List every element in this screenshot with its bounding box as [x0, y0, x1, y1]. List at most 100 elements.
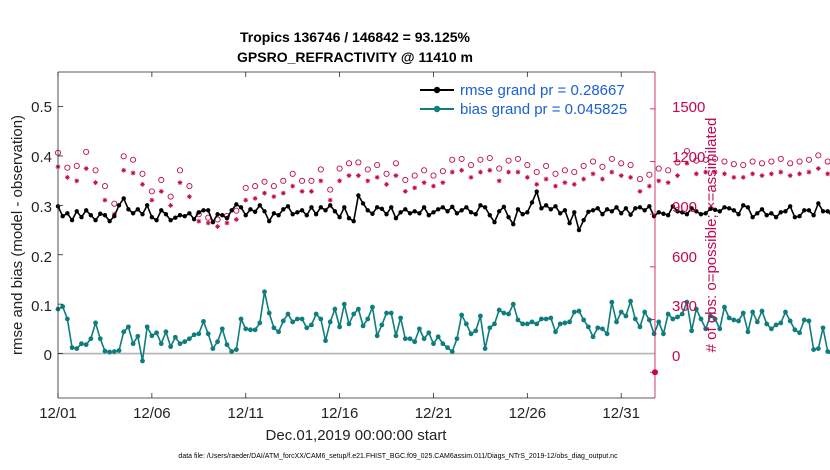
rmse-point	[238, 205, 244, 210]
rmse-point	[820, 209, 826, 214]
rmse-point	[74, 209, 79, 214]
rmse-point	[126, 207, 131, 212]
obs-assimilated-point	[365, 178, 371, 184]
rmse-point	[750, 215, 755, 220]
obs-possible-point	[139, 170, 146, 177]
obs-assimilated-point	[431, 183, 436, 189]
obs-possible-point	[411, 172, 418, 179]
rmse-point	[229, 208, 234, 213]
obs-possible-point	[768, 158, 775, 165]
bias-point	[116, 348, 122, 353]
legend-rmse-marker	[433, 86, 441, 94]
rmse-point	[708, 206, 713, 212]
rmse-point	[252, 209, 258, 214]
rmse-point	[215, 212, 220, 217]
obs-assimilated-point	[205, 220, 211, 226]
rmse-point	[792, 215, 798, 220]
obs-assimilated-point	[187, 194, 192, 200]
asterisk-glyph	[412, 185, 418, 191]
obs-assimilated-point	[121, 167, 127, 173]
obs-assimilated-point	[712, 169, 718, 175]
y2-tick-label: 1200	[672, 149, 705, 166]
bias-point	[703, 326, 709, 332]
rmse-point	[759, 207, 765, 212]
rmse-point	[755, 211, 760, 216]
obs-assimilated-point	[168, 203, 174, 208]
rmse-point	[590, 208, 596, 213]
asterisk-glyph	[440, 180, 446, 185]
bias-point	[576, 308, 582, 314]
legend-bias-label: bias grand pr = 0.045825	[460, 101, 627, 118]
obs-assimilated-point	[140, 181, 145, 187]
rmse-point	[281, 207, 286, 212]
asterisk-glyph	[431, 183, 436, 189]
asterisk-glyph	[740, 174, 746, 180]
obs-possible-point	[364, 166, 371, 173]
bias-point	[140, 358, 145, 364]
obs-assimilated-point	[628, 174, 633, 180]
obs-assimilated-point	[149, 197, 155, 203]
asterisk-glyph	[459, 167, 465, 173]
rmse-point	[764, 213, 769, 218]
obs-assimilated-point	[468, 174, 474, 180]
bias-point	[388, 310, 394, 316]
asterisk-glyph	[158, 188, 164, 194]
rmse-point	[154, 217, 159, 223]
obs-possible-point	[505, 157, 512, 164]
rmse-point	[149, 215, 155, 220]
bias-point	[445, 345, 450, 351]
asterisk-glyph	[787, 173, 793, 178]
asterisk-glyph	[562, 180, 568, 185]
rmse-point	[633, 206, 638, 211]
rmse-point	[745, 205, 751, 210]
bias-point	[520, 321, 526, 327]
bias-point	[435, 334, 441, 340]
bias-point	[693, 306, 699, 312]
x-tick-label: 12/01	[39, 405, 77, 422]
obs-possible-point	[815, 152, 822, 159]
bias-point	[642, 309, 648, 315]
rmse-point	[417, 211, 422, 216]
rmse-point	[342, 205, 347, 210]
obs-assimilated-point	[412, 185, 418, 191]
asterisk-glyph	[553, 183, 558, 189]
asterisk-glyph	[149, 197, 155, 203]
obs-possible-point	[665, 167, 672, 174]
rmse-point	[783, 209, 788, 214]
obs-assimilated-point	[158, 188, 164, 194]
asterisk-glyph	[224, 220, 230, 226]
bias-point	[88, 336, 94, 342]
rmse-point	[670, 204, 676, 209]
obs-assimilated-point	[590, 171, 596, 177]
obs-assimilated-point	[750, 171, 756, 177]
bias-point	[172, 334, 178, 340]
obs-assimilated-point	[271, 194, 277, 200]
bias-point	[313, 311, 319, 317]
asterisk-glyph	[496, 178, 502, 184]
rmse-point	[506, 215, 511, 220]
obs-assimilated-point	[600, 176, 605, 182]
rmse-point	[83, 208, 89, 213]
rmse-point	[412, 209, 417, 214]
rmse-point	[276, 213, 281, 218]
rmse-point	[356, 193, 361, 198]
bias-point	[205, 331, 211, 337]
rmse-point	[576, 227, 582, 233]
bias-point	[745, 329, 751, 335]
bias-point	[459, 312, 465, 318]
rmse-point	[515, 207, 521, 212]
rmse-point	[703, 211, 708, 216]
rmse-point	[581, 217, 586, 223]
bias-point	[478, 313, 483, 319]
obs-possible-point	[486, 154, 493, 162]
bias-point	[323, 338, 328, 344]
obs-assimilated-point	[384, 181, 389, 187]
rmse-point	[473, 212, 478, 217]
asterisk-glyph	[299, 188, 305, 194]
bias-point	[646, 317, 652, 323]
obs-possible-point	[552, 170, 559, 177]
rmse-point	[637, 205, 643, 210]
bias-point	[111, 349, 117, 354]
rmse-point	[642, 208, 647, 213]
bias-point	[529, 319, 535, 325]
